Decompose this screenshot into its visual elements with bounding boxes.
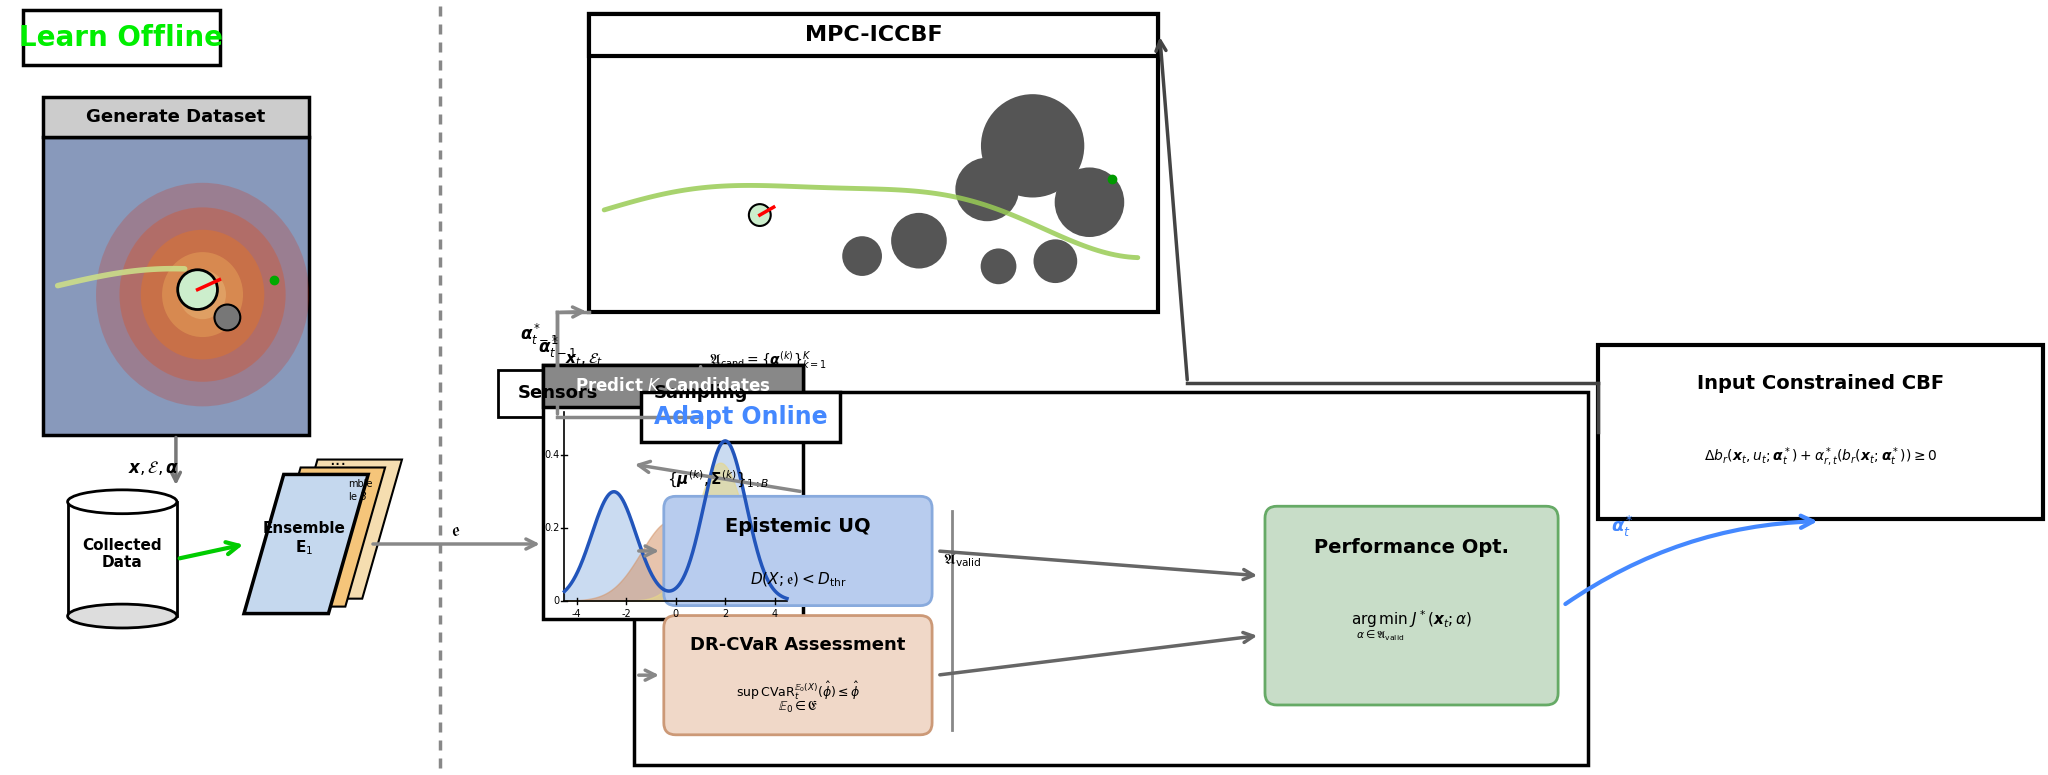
- Ellipse shape: [96, 183, 309, 406]
- Circle shape: [215, 305, 240, 330]
- Text: 0.2: 0.2: [545, 523, 559, 533]
- Bar: [43, 136, 309, 435]
- Circle shape: [178, 270, 217, 309]
- FancyBboxPatch shape: [1266, 506, 1559, 705]
- Bar: [637, 370, 764, 417]
- Polygon shape: [260, 467, 385, 607]
- Text: MPC-ICCBF: MPC-ICCBF: [805, 26, 942, 45]
- Ellipse shape: [68, 604, 176, 628]
- Text: 0.4: 0.4: [545, 450, 559, 460]
- Ellipse shape: [162, 252, 244, 337]
- FancyBboxPatch shape: [664, 615, 932, 735]
- Circle shape: [891, 213, 946, 268]
- Text: $\mathfrak{A}_{\mathrm{valid}}$: $\mathfrak{A}_{\mathrm{valid}}$: [942, 553, 981, 570]
- FancyBboxPatch shape: [664, 496, 932, 605]
- Bar: [1597, 346, 2044, 519]
- Bar: [590, 15, 1157, 56]
- Circle shape: [981, 95, 1083, 198]
- Polygon shape: [244, 474, 369, 614]
- Bar: [68, 501, 176, 616]
- Ellipse shape: [190, 281, 215, 308]
- Text: $\underset{\alpha \in \mathfrak{A}_{\mathrm{valid}}}{\arg\min} \; J^*(\boldsymbo: $\underset{\alpha \in \mathfrak{A}_{\mat…: [1352, 608, 1473, 642]
- Text: le $B$: le $B$: [348, 491, 369, 502]
- Bar: [498, 370, 616, 417]
- Bar: [543, 365, 803, 618]
- Text: Collected
Data: Collected Data: [82, 538, 162, 570]
- Circle shape: [1034, 239, 1077, 283]
- Ellipse shape: [68, 490, 176, 514]
- Text: -4: -4: [571, 608, 582, 618]
- Text: DR-CVaR Assessment: DR-CVaR Assessment: [690, 636, 905, 654]
- Polygon shape: [279, 460, 401, 598]
- Ellipse shape: [178, 270, 225, 319]
- Circle shape: [954, 157, 1020, 221]
- Text: Sensors: Sensors: [518, 384, 598, 402]
- Text: Sampling: Sampling: [653, 384, 748, 402]
- Text: $\boldsymbol{\alpha}_t^*$: $\boldsymbol{\alpha}_t^*$: [1612, 514, 1634, 539]
- Text: Performance Opt.: Performance Opt.: [1315, 539, 1509, 557]
- Bar: [590, 15, 1157, 312]
- Text: mble: mble: [348, 480, 373, 489]
- Bar: [23, 10, 219, 65]
- Ellipse shape: [141, 229, 264, 360]
- Text: $\Delta b_r(\boldsymbol{x}_t, u_t; \boldsymbol{\alpha}_t^*) + \alpha_{r,t}^*(b_r: $\Delta b_r(\boldsymbol{x}_t, u_t; \bold…: [1704, 446, 1937, 469]
- Text: Predict $K$ Candidates: Predict $K$ Candidates: [575, 377, 770, 395]
- Text: $\{\boldsymbol{\mu}^{(k)}, \boldsymbol{\Sigma}^{(k)}\}_{1:B}$: $\{\boldsymbol{\mu}^{(k)}, \boldsymbol{\…: [668, 470, 770, 491]
- Bar: [635, 392, 1587, 765]
- Text: ...: ...: [330, 450, 346, 469]
- Text: -2: -2: [621, 608, 631, 618]
- Text: $\boldsymbol{x}, \mathcal{E}, \boldsymbol{\alpha}$: $\boldsymbol{x}, \mathcal{E}, \boldsymbo…: [129, 460, 180, 477]
- Bar: [543, 365, 803, 407]
- Text: Ensemble
$\mathbf{E}_1$: Ensemble $\mathbf{E}_1$: [262, 521, 346, 557]
- Circle shape: [750, 204, 770, 226]
- Text: $\mathfrak{e}$: $\mathfrak{e}$: [451, 521, 461, 539]
- Circle shape: [1055, 167, 1124, 237]
- Circle shape: [842, 236, 883, 276]
- Text: 4: 4: [772, 608, 778, 618]
- Text: $\boldsymbol{x}_t, \mathcal{E}_t$: $\boldsymbol{x}_t, \mathcal{E}_t$: [565, 351, 604, 368]
- Text: Learn Offline: Learn Offline: [18, 24, 223, 52]
- Text: Epistemic UQ: Epistemic UQ: [725, 517, 870, 536]
- Circle shape: [981, 249, 1016, 284]
- Ellipse shape: [119, 208, 285, 382]
- Bar: [43, 97, 309, 136]
- Text: 0: 0: [672, 608, 678, 618]
- Text: $\boldsymbol{\alpha}_{t-1}^*$: $\boldsymbol{\alpha}_{t-1}^*$: [520, 322, 559, 347]
- Text: $\mathbb{E}_0 \in \mathfrak{E}$: $\mathbb{E}_0 \in \mathfrak{E}$: [778, 699, 817, 715]
- Text: $D(X;\mathfrak{e}) < D_{\mathrm{thr}}$: $D(X;\mathfrak{e}) < D_{\mathrm{thr}}$: [750, 570, 846, 589]
- Text: Generate Dataset: Generate Dataset: [86, 108, 266, 126]
- Text: 0: 0: [553, 596, 559, 605]
- Text: $\mathfrak{A}_{\mathrm{cand}} = \{\boldsymbol{\alpha}^{(k)}\}_{k=1}^K$: $\mathfrak{A}_{\mathrm{cand}} = \{\bolds…: [709, 349, 827, 370]
- Text: Adapt Online: Adapt Online: [653, 405, 827, 429]
- Text: 2: 2: [723, 608, 729, 618]
- Text: $\boldsymbol{\alpha}_{t-1}^*$: $\boldsymbol{\alpha}_{t-1}^*$: [539, 335, 578, 360]
- Text: $\sup \, \mathrm{CVaR}_{t}^{\mathbb{E}_0(X)}(\hat{\phi}) \leq \hat{\phi}$: $\sup \, \mathrm{CVaR}_{t}^{\mathbb{E}_0…: [735, 680, 860, 702]
- Text: Input Constrained CBF: Input Constrained CBF: [1698, 374, 1944, 392]
- Bar: [641, 392, 840, 442]
